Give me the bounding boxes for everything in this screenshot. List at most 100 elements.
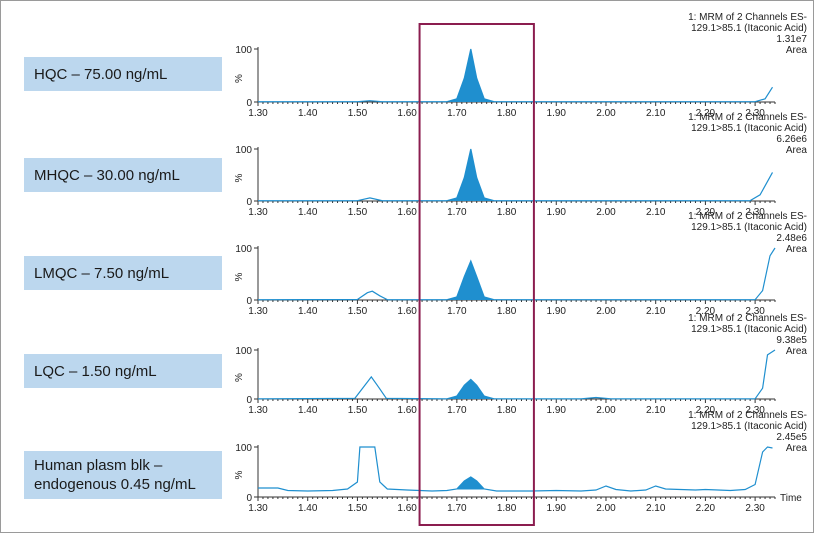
sample-label-text: LQC – 1.50 ng/mL	[34, 362, 157, 380]
sample-label-hqc: HQC – 75.00 ng/mL	[24, 57, 222, 91]
sample-label-blank: Human plasm blk – endogenous 0.45 ng/mL	[24, 451, 222, 499]
trace-header-line-hqc: 1.31e7	[776, 34, 807, 45]
trace-header-line-lmqc: Area	[786, 244, 808, 255]
x-tick-label-blank: 1.80	[497, 503, 517, 514]
trace-header-line-hqc: 1: MRM of 2 Channels ES-	[688, 12, 807, 23]
x-tick-label-lqc: 1.70	[447, 405, 467, 416]
x-tick-label-lqc: 1.30	[248, 405, 268, 416]
y-tick-label-max-mhqc: 100	[235, 145, 252, 156]
trace-header-line-hqc: 129.1>85.1 (Itaconic Acid)	[691, 23, 807, 34]
x-tick-label-lqc: 1.60	[397, 405, 417, 416]
x-tick-label-lmqc: 2.10	[646, 306, 666, 317]
x-tick-label-blank: 2.30	[745, 503, 765, 514]
x-tick-label-mhqc: 1.60	[397, 207, 417, 218]
x-tick-label-lmqc: 1.30	[248, 306, 268, 317]
chromatogram-trace-hqc	[258, 48, 774, 103]
sample-label-line-2: endogenous 0.45 ng/mL	[34, 476, 196, 493]
trace-header-line-lmqc: 2.48e6	[776, 233, 807, 244]
x-tick-label-hqc: 1.50	[348, 108, 368, 119]
y-tick-label-max-lmqc: 100	[235, 244, 252, 255]
trace-header-line-mhqc: Area	[786, 145, 808, 156]
x-tick-label-mhqc: 1.90	[547, 207, 567, 218]
x-tick-label-blank: 1.60	[397, 503, 417, 514]
x-tick-label-lqc: 1.80	[497, 405, 517, 416]
x-tick-label-mhqc: 2.20	[696, 207, 716, 218]
x-tick-label-mhqc: 1.40	[298, 207, 318, 218]
x-tick-label-lmqc: 1.90	[547, 306, 567, 317]
trace-header-line-lqc: 9.38e5	[776, 335, 807, 346]
x-tick-label-lqc: 1.90	[547, 405, 567, 416]
x-tick-label-lmqc: 1.50	[348, 306, 368, 317]
integrated-peak-area-lqc	[449, 379, 495, 399]
x-tick-label-blank: 1.40	[298, 503, 318, 514]
trace-header-line-mhqc: 1: MRM of 2 Channels ES-	[688, 112, 807, 123]
peak-highlight-window	[418, 23, 535, 526]
x-tick-label-lqc: 2.00	[596, 405, 616, 416]
chromatogram-trace-lqc	[257, 349, 776, 400]
x-tick-label-hqc: 1.40	[298, 108, 318, 119]
sample-label-text: HQC – 75.00 ng/mL	[34, 65, 168, 83]
trace-header-line-lmqc: 1: MRM of 2 Channels ES-	[688, 211, 807, 222]
trace-header-line-lqc: 129.1>85.1 (Itaconic Acid)	[691, 324, 807, 335]
integrated-peak-area-blank	[454, 477, 490, 490]
x-tick-label-lqc: 2.30	[745, 405, 765, 416]
y-tick-label-max-blank: 100	[235, 443, 252, 454]
sample-label-lmqc: LMQC – 7.50 ng/mL	[24, 256, 222, 290]
x-tick-label-hqc: 1.30	[248, 108, 268, 119]
y-axis-label-mhqc: %	[234, 173, 245, 182]
x-tick-label-hqc: 1.90	[547, 108, 567, 119]
x-tick-label-hqc: 2.20	[696, 108, 716, 119]
trace-header-line-lmqc: 129.1>85.1 (Itaconic Acid)	[691, 222, 807, 233]
trace-header-line-hqc: Area	[786, 45, 808, 56]
sample-label-text: MHQC – 30.00 ng/mL	[34, 166, 180, 184]
x-tick-label-lmqc: 2.30	[745, 306, 765, 317]
trace-header-line-blank: 1: MRM of 2 Channels ES-	[688, 410, 807, 421]
trace-header-line-blank: 2.45e5	[776, 432, 807, 443]
x-tick-label-lqc: 2.10	[646, 405, 666, 416]
chromatogram-trace-blank	[258, 446, 773, 492]
x-tick-label-hqc: 1.70	[447, 108, 467, 119]
x-tick-label-blank: 1.30	[248, 503, 268, 514]
x-tick-label-hqc: 2.30	[745, 108, 765, 119]
x-tick-label-lmqc: 1.70	[447, 306, 467, 317]
trace-header-line-lqc: 1: MRM of 2 Channels ES-	[688, 313, 807, 324]
sample-label-mhqc: MHQC – 30.00 ng/mL	[24, 158, 222, 192]
trace-header-line-mhqc: 6.26e6	[776, 134, 807, 145]
x-tick-label-lmqc: 1.60	[397, 306, 417, 317]
x-tick-label-mhqc: 1.70	[447, 207, 467, 218]
sample-label-lqc: LQC – 1.50 ng/mL	[24, 354, 222, 388]
x-tick-label-lmqc: 1.40	[298, 306, 318, 317]
y-tick-label-max-hqc: 100	[235, 45, 252, 56]
x-tick-label-blank: 1.90	[547, 503, 567, 514]
integrated-peak-area-mhqc	[449, 149, 495, 201]
x-tick-label-hqc: 2.10	[646, 108, 666, 119]
x-tick-label-blank: 1.50	[348, 503, 368, 514]
chromatogram-trace-lmqc	[257, 247, 776, 301]
x-tick-label-lmqc: 2.20	[696, 306, 716, 317]
y-tick-label-min-mhqc: 0	[246, 197, 252, 208]
x-tick-label-lqc: 2.20	[696, 405, 716, 416]
x-tick-label-hqc: 2.00	[596, 108, 616, 119]
sample-label-line-1: Human plasm blk –	[34, 457, 163, 474]
y-tick-label-min-lqc: 0	[246, 395, 252, 406]
integrated-peak-area-lmqc	[449, 261, 495, 300]
integrated-peak-area-hqc	[449, 49, 495, 102]
x-tick-label-hqc: 1.60	[397, 108, 417, 119]
sample-label-text: LMQC – 7.50 ng/mL	[34, 264, 170, 282]
trace-header-line-lqc: Area	[786, 346, 808, 357]
x-tick-label-lmqc: 2.00	[596, 306, 616, 317]
y-axis-label-lmqc: %	[234, 272, 245, 281]
x-tick-label-mhqc: 2.10	[646, 207, 666, 218]
chromatogram-trace-mhqc	[258, 148, 774, 202]
x-tick-label-blank: 2.20	[696, 503, 716, 514]
y-tick-label-min-hqc: 0	[246, 98, 252, 109]
x-tick-label-hqc: 1.80	[497, 108, 517, 119]
trace-header-line-blank: 129.1>85.1 (Itaconic Acid)	[691, 421, 807, 432]
x-axis-label: Time	[780, 493, 802, 504]
y-tick-label-min-blank: 0	[246, 493, 252, 504]
x-tick-label-blank: 2.10	[646, 503, 666, 514]
x-tick-label-lqc: 1.50	[348, 405, 368, 416]
